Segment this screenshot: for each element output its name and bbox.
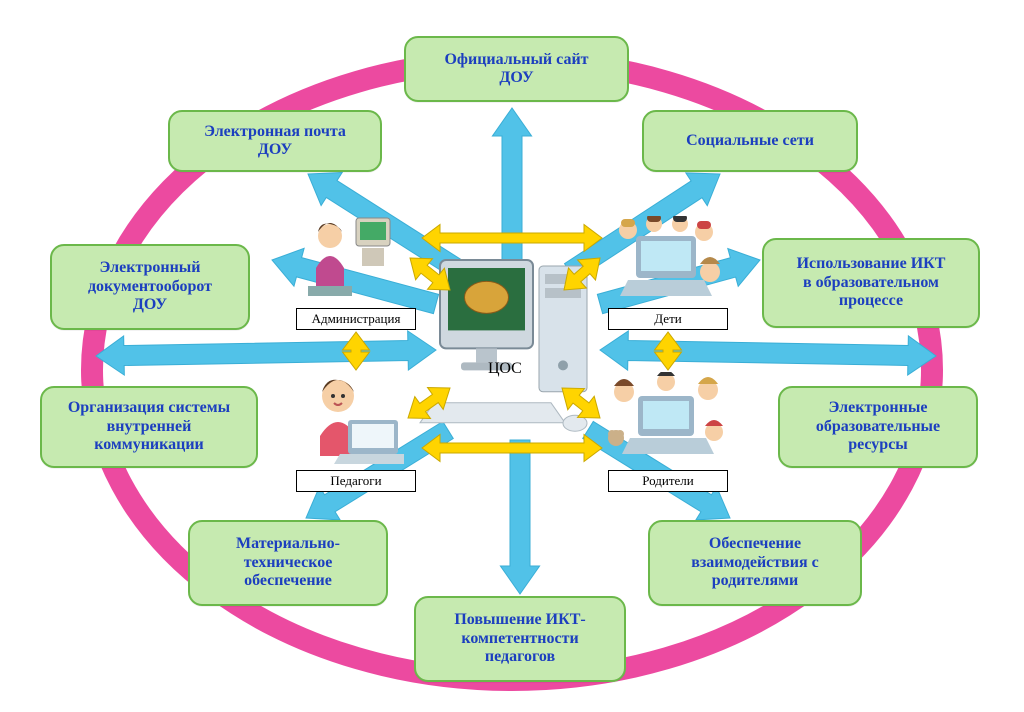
outer-box-mto: Материально- техническое обеспечение bbox=[188, 520, 388, 606]
role-label-text: Дети bbox=[654, 311, 681, 327]
outer-box-ikt-edu: Использование ИКТ в образовательном проц… bbox=[762, 238, 980, 328]
outer-box-eor: Электронные образовательные ресурсы bbox=[778, 386, 978, 468]
role-label-teachers: Педагоги bbox=[296, 470, 416, 492]
role-label-text: Администрация bbox=[312, 311, 401, 327]
role-label-admin: Администрация bbox=[296, 308, 416, 330]
outer-box-label: Повышение ИКТ- компетентности педагогов bbox=[454, 611, 585, 666]
center-label: ЦОС bbox=[488, 360, 522, 378]
outer-box-email: Электронная почта ДОУ bbox=[168, 110, 382, 172]
outer-box-label: Организация системы внутренней коммуника… bbox=[68, 399, 230, 454]
outer-box-ikt-comp: Повышение ИКТ- компетентности педагогов bbox=[414, 596, 626, 682]
outer-box-label: Электронные образовательные ресурсы bbox=[816, 399, 940, 454]
role-icon-parents2 bbox=[604, 372, 724, 466]
role-label-text: Педагоги bbox=[330, 473, 381, 489]
outer-box-label: Электронный документооборот ДОУ bbox=[88, 259, 212, 314]
outer-box-social: Социальные сети bbox=[642, 110, 858, 172]
outer-box-label: Использование ИКТ в образовательном проц… bbox=[797, 255, 946, 310]
outer-box-label: Социальные сети bbox=[686, 132, 814, 150]
outer-box-comm: Организация системы внутренней коммуника… bbox=[40, 386, 258, 468]
role-icon-kids bbox=[608, 216, 720, 304]
role-icon-teachers bbox=[300, 372, 404, 466]
diagram-stage: Официальный сайт ДОУ Социальные сети Испол… bbox=[0, 0, 1024, 712]
outer-box-label: Материально- техническое обеспечение bbox=[236, 535, 340, 590]
role-label-parents2: Родители bbox=[608, 470, 728, 492]
outer-box-label: Электронная почта ДОУ bbox=[204, 123, 346, 160]
outer-box-label: Обеспечение взаимодействия с родителями bbox=[691, 535, 819, 590]
center-computer-icon bbox=[420, 260, 587, 431]
outer-box-edoc: Электронный документооборот ДОУ bbox=[50, 244, 250, 330]
outer-box-label: Официальный сайт ДОУ bbox=[444, 51, 588, 88]
role-icon-admin bbox=[300, 208, 400, 304]
role-label-text: Родители bbox=[642, 473, 694, 489]
outer-box-parents: Обеспечение взаимодействия с родителями bbox=[648, 520, 862, 606]
outer-box-site: Официальный сайт ДОУ bbox=[404, 36, 629, 102]
role-label-kids: Дети bbox=[608, 308, 728, 330]
